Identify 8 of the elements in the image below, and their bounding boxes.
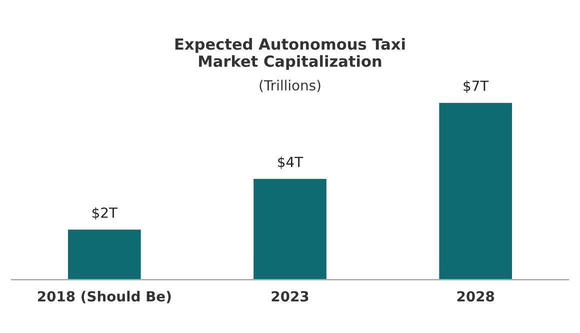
- x-tick-label: 2028: [457, 291, 494, 302]
- data-label: $4T: [278, 156, 304, 170]
- chart-subtitle: (Trillions): [260, 80, 320, 92]
- data-label: $2T: [92, 207, 118, 220]
- chart-title: Expected Autonomous Taxi Market Capitalization: [175, 38, 405, 70]
- x-tick-label: 2023: [272, 291, 308, 302]
- x-tick-label: 2018 (Should Be): [38, 290, 171, 304]
- data-label: $7T: [464, 80, 489, 93]
